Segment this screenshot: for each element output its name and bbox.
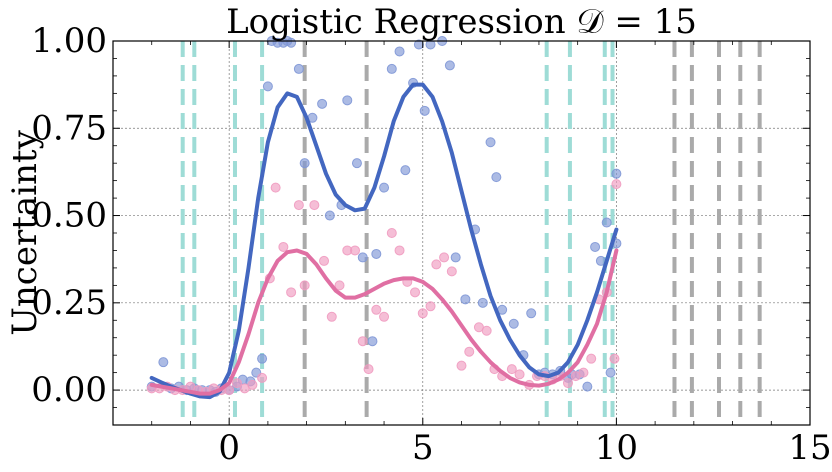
blue-point (605, 367, 616, 378)
blue-point (379, 182, 390, 193)
pink-point (231, 378, 242, 389)
pink-point (586, 353, 597, 364)
blue-point (491, 172, 502, 183)
blue-point (342, 95, 353, 106)
blue-point (485, 137, 496, 148)
pink-series-line (149, 248, 619, 396)
blue-point (419, 105, 430, 116)
chart-title: Logistic Regression 𝒟 = 15 (226, 2, 697, 42)
blue-point (394, 46, 405, 57)
pink-point (611, 179, 622, 190)
blue-point (611, 168, 622, 179)
pink-point (334, 280, 345, 291)
y-tick-label: 0.75 (31, 108, 107, 148)
blue-point (477, 297, 488, 308)
blue-point (601, 217, 612, 228)
pink-point (270, 182, 281, 193)
blue-point (508, 318, 519, 329)
pink-point (299, 280, 310, 291)
pink-point (578, 367, 589, 378)
lines-layer (149, 82, 619, 400)
pink-point (357, 336, 368, 347)
blue-point (460, 294, 471, 305)
blue-point (158, 357, 169, 368)
blue-point (425, 39, 436, 50)
pink-point (514, 369, 525, 380)
pink-point (278, 241, 289, 252)
pink-point (417, 308, 428, 319)
x-tick-label: 10 (595, 428, 638, 467)
pink-point (425, 301, 436, 312)
blue-point (413, 39, 424, 50)
pink-point (439, 252, 450, 263)
y-tick-label: 0.00 (31, 370, 107, 410)
y-axis-label: Uncertainty (5, 129, 45, 335)
pink-point (609, 353, 620, 364)
blue-point (582, 381, 593, 392)
pink-point (386, 228, 397, 238)
blue-point (299, 158, 310, 169)
pink-point (456, 360, 467, 371)
y-tick-label: 0.25 (31, 283, 107, 323)
pink-point (431, 259, 442, 270)
pink-point (247, 379, 258, 390)
blue-point (351, 158, 362, 169)
blue-point (590, 241, 601, 252)
y-tick-label: 0.50 (31, 196, 107, 236)
pink-point (293, 200, 304, 211)
blue-point (367, 336, 378, 347)
blue-point (444, 60, 455, 71)
ticks-layer: 0 5 10 15 0.00 0.25 0.50 0.75 1.00 (31, 21, 831, 468)
blue-point (293, 63, 304, 74)
blue-point (357, 252, 368, 263)
blue-point (257, 353, 268, 364)
pink-point (224, 385, 235, 396)
pink-point (326, 311, 337, 322)
pink-point (319, 255, 330, 266)
pink-point (363, 364, 374, 375)
x-tick-label: 0 (218, 428, 240, 467)
pink-point (446, 266, 457, 277)
blue-point (371, 248, 382, 259)
blue-point (317, 98, 328, 109)
pink-point (350, 245, 361, 256)
blue-point (450, 252, 461, 263)
blue-point (526, 308, 537, 319)
pink-point (410, 287, 421, 298)
pink-point (394, 245, 405, 256)
pink-point (464, 346, 475, 357)
pink-point (309, 200, 320, 211)
blue-point (324, 210, 335, 221)
pink-point (379, 311, 390, 322)
pink-point (371, 304, 382, 315)
x-tick-label: 15 (788, 428, 831, 467)
blue-series-line (149, 82, 619, 400)
pink-point (562, 378, 573, 389)
pink-point (506, 364, 517, 375)
y-tick-label: 1.00 (31, 21, 107, 61)
pink-point (481, 325, 492, 336)
points-layer (146, 36, 622, 397)
pink-point (286, 287, 297, 298)
pink-point (257, 372, 268, 383)
x-tick-label: 5 (412, 428, 434, 467)
blue-point (400, 165, 411, 176)
blue-point (262, 81, 273, 92)
blue-point (386, 63, 397, 74)
